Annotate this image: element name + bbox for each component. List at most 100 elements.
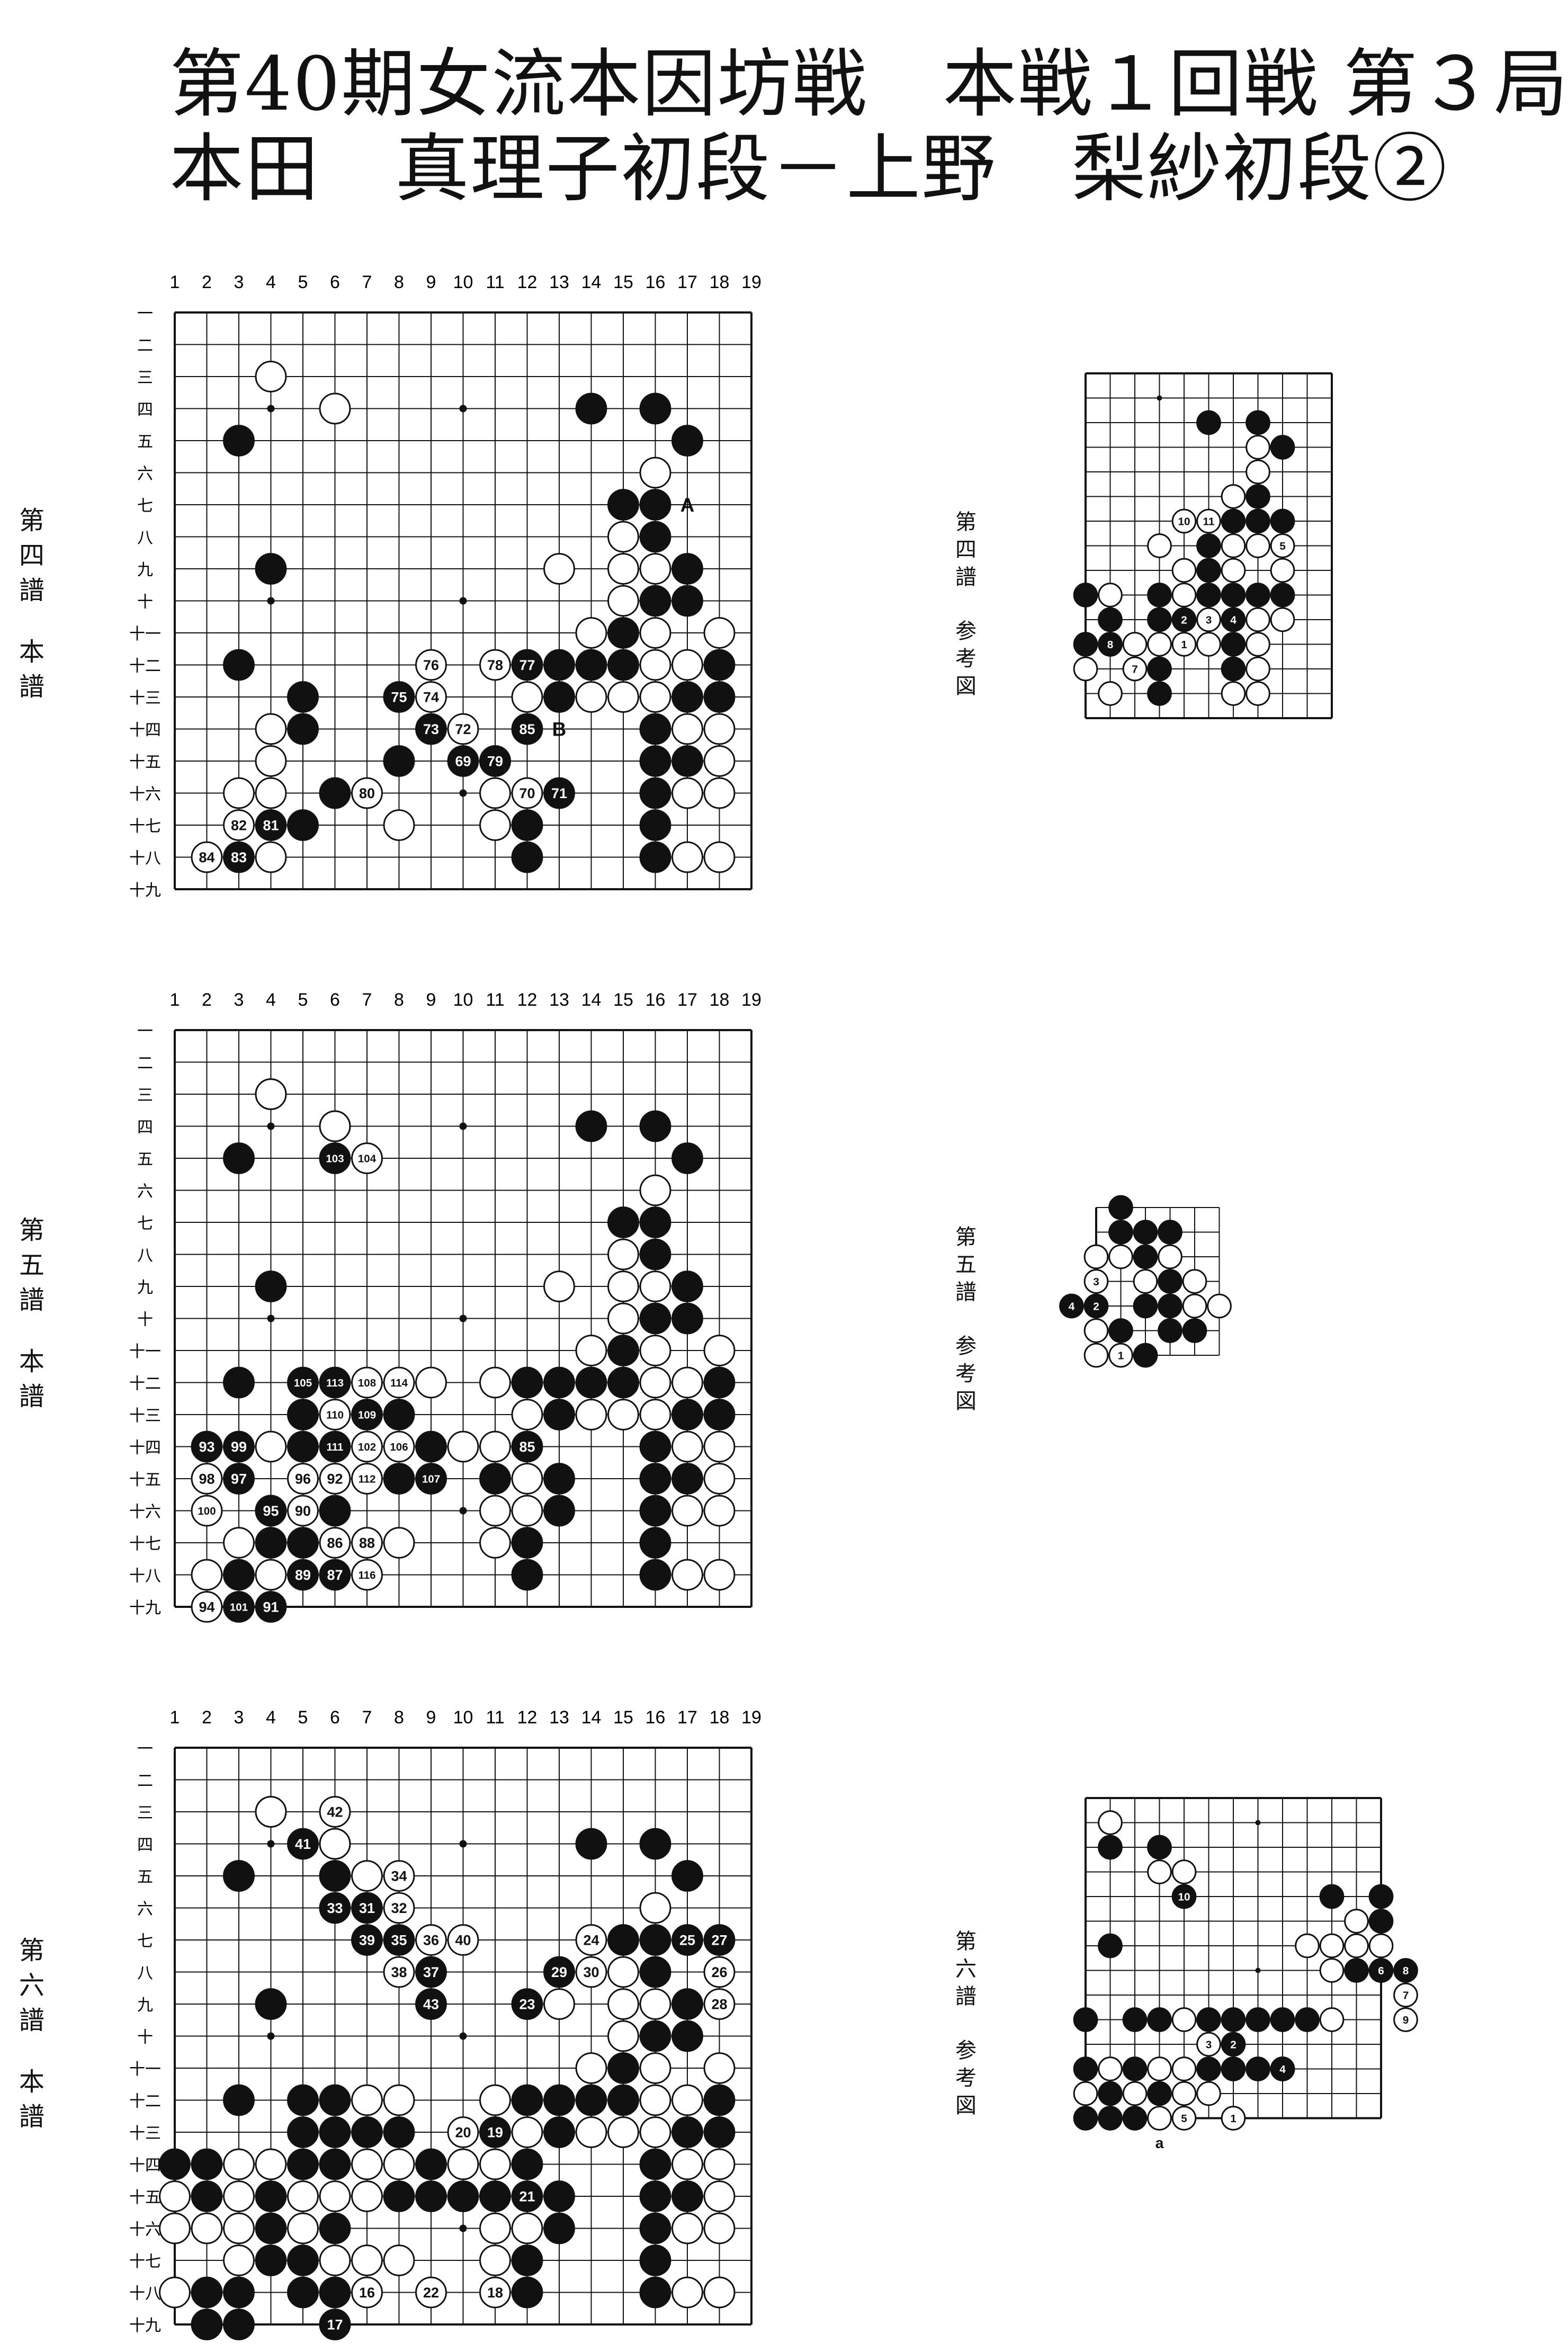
section4-main-label-text: 第四譜本譜: [19, 506, 44, 702]
white-stone: [1098, 2056, 1123, 2081]
black-stone: [255, 1495, 287, 1527]
black-stone: [287, 1366, 319, 1399]
black-stone: [511, 649, 543, 681]
star-point: [1255, 1820, 1261, 1826]
black-stone: [1221, 583, 1246, 607]
black-stone: [1108, 1318, 1133, 1343]
column-number: 8: [394, 272, 404, 292]
white-stone: [1098, 681, 1123, 706]
black-stone: [543, 681, 575, 713]
white-stone: [415, 681, 447, 713]
black-stone: [191, 2276, 223, 2309]
move-number: 33: [327, 1900, 343, 1916]
black-stone: [191, 2148, 223, 2180]
section4-main-board: 1 2 3 4 5 6 7 8 9 10 11 12 13 14 15 16 17 18 19一二三四五六七八九十十…: [129, 272, 761, 900]
move-number: 76: [423, 657, 439, 673]
black-stone: [255, 1271, 287, 1302]
black-stone: [415, 1430, 447, 1463]
row-number: 六: [137, 1183, 153, 1201]
section6-main-board: 1 2 3 4 5 6 7 8 9 10 11 12 13 14 15 16 17 18 19一二三四五六七八九十十…: [129, 1707, 761, 2340]
white-stone: [607, 1956, 639, 1988]
column-number: 9: [426, 1707, 436, 1728]
row-number: 十八: [129, 2285, 161, 2303]
black-stone: [1246, 508, 1270, 534]
black-stone: [511, 2180, 543, 2212]
black-stone: [511, 2276, 543, 2309]
row-number: 十四: [129, 1439, 161, 1457]
black-stone: [1098, 632, 1123, 657]
move-number: 1: [1230, 2113, 1237, 2125]
white-stone: [223, 777, 255, 809]
row-number: 十二: [129, 1375, 161, 1393]
column-number: 1: [170, 272, 180, 292]
black-stone: [639, 2212, 671, 2244]
move-number: 19: [487, 2125, 503, 2141]
game-title-line-2: 本田 真理子初段－上野 梨紗初段②: [169, 126, 1448, 212]
black-stone: [223, 2084, 255, 2116]
white-stone: [1182, 1269, 1207, 1294]
black-stone: [319, 2212, 351, 2244]
move-number: 88: [359, 1535, 375, 1551]
black-stone: [1368, 1958, 1394, 1983]
white-stone: [415, 649, 447, 681]
move-number: 81: [263, 818, 279, 834]
section6-reference-board: 10 5 1 3 2 4 6 8 7 9 a: [1073, 1797, 1418, 2152]
white-stone: [415, 1366, 447, 1399]
white-stone: [1246, 533, 1270, 558]
row-number: 二: [137, 1772, 153, 1791]
white-stone: [639, 2052, 671, 2084]
move-number: 82: [231, 818, 247, 834]
white-stone: [639, 457, 671, 489]
white-stone: [511, 777, 543, 809]
row-number: 六: [137, 1900, 153, 1919]
white-stone: [287, 2212, 319, 2244]
white-stone: [319, 392, 351, 425]
white-stone: [255, 713, 287, 745]
white-stone: [671, 2212, 703, 2244]
row-number: 二: [137, 337, 153, 355]
move-number: 3: [1206, 2038, 1212, 2051]
white-stone: [607, 585, 639, 617]
black-stone: [1133, 1343, 1158, 1368]
black-stone: [191, 1430, 223, 1463]
column-number: 15: [613, 1707, 633, 1728]
move-number: 103: [326, 1152, 344, 1165]
white-stone: [1246, 632, 1270, 657]
black-stone: [223, 1559, 255, 1591]
black-stone: [703, 649, 736, 681]
black-stone: [319, 2116, 351, 2148]
black-stone: [383, 1399, 415, 1430]
black-stone: [1122, 2007, 1148, 2032]
white-stone: [1171, 2007, 1197, 2032]
column-number: 1: [170, 1707, 180, 1728]
row-number: 十: [137, 1311, 153, 1329]
white-stone: [479, 1527, 511, 1559]
white-stone: [319, 1110, 351, 1142]
black-stone: [223, 1591, 255, 1623]
row-number: 十一: [129, 2060, 161, 2079]
black-stone: [383, 745, 415, 777]
black-stone: [1270, 2056, 1295, 2081]
white-stone: [1196, 2081, 1221, 2106]
row-number: 九: [137, 1278, 153, 1297]
white-stone: [639, 1892, 671, 1924]
move-number: 42: [327, 1804, 343, 1820]
black-stone: [447, 2180, 479, 2212]
move-number: 79: [487, 754, 503, 770]
black-stone: [1059, 1293, 1084, 1319]
black-stone: [1196, 2056, 1221, 2081]
black-stone: [383, 2116, 415, 2148]
column-number: 14: [581, 990, 602, 1010]
black-stone: [1133, 1220, 1158, 1245]
black-stone: [287, 2116, 319, 2148]
move-number: 7: [1132, 663, 1138, 675]
black-stone: [1270, 435, 1295, 460]
white-stone: [607, 2020, 639, 2052]
column-number: 8: [394, 1707, 404, 1728]
white-stone: [1147, 2106, 1172, 2131]
column-number: 10: [453, 272, 473, 292]
black-stone: [1158, 1318, 1182, 1343]
black-stone: [319, 2148, 351, 2180]
white-stone: [1319, 2007, 1345, 2032]
column-number: 16: [646, 1707, 666, 1728]
